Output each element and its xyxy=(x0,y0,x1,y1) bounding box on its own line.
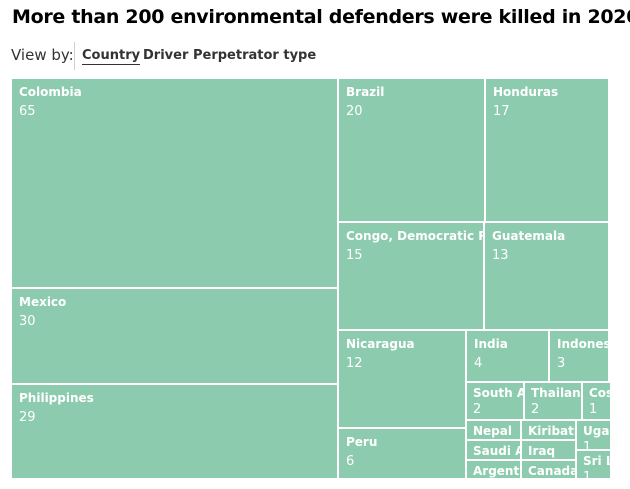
view-by-label: View by: xyxy=(11,46,74,64)
treemap-cell-label: Sri Lanka xyxy=(583,454,610,468)
treemap-cell-thailand[interactable]: Thailand 2 xyxy=(525,383,583,421)
treemap-cell-value: 1 xyxy=(589,402,598,417)
treemap-cell-value: 2 xyxy=(473,402,482,417)
treemap-cell-south-africa[interactable]: South Africa 2 xyxy=(467,383,525,421)
treemap-cell-label: South Africa xyxy=(473,386,523,400)
treemap-cell-brazil[interactable]: Brazil 20 xyxy=(339,79,486,223)
treemap-cell-value: 3 xyxy=(557,356,566,371)
treemap-cell-label: Uganda xyxy=(583,424,610,438)
treemap-cell-guatemala[interactable]: Guatemala 13 xyxy=(485,223,610,331)
treemap-cell-value: 1 xyxy=(583,440,592,451)
treemap-cell-value: 6 xyxy=(346,454,355,469)
treemap-cell-value: 17 xyxy=(493,104,510,119)
treemap-cell-mexico[interactable]: Mexico 30 xyxy=(12,289,339,385)
treemap-cell-nepal[interactable]: Nepal1 xyxy=(467,421,522,441)
treemap-cell-value: 4 xyxy=(474,356,483,371)
treemap-cell-iraq[interactable]: Iraq1 xyxy=(522,441,577,461)
tab-perpetrator-type[interactable]: Perpetrator type xyxy=(193,48,317,63)
treemap-cell-honduras[interactable]: Honduras 17 xyxy=(486,79,610,223)
treemap-cell-label: Guatemala xyxy=(492,229,566,243)
treemap-cell-label: Mexico xyxy=(19,295,67,309)
treemap-cell-label: Colombia xyxy=(19,85,82,99)
treemap-cell-label: Canada xyxy=(528,464,577,478)
treemap-cell-value: 20 xyxy=(346,104,363,119)
chart-title: More than 200 environmental defenders we… xyxy=(12,6,630,28)
treemap-cell-argentina[interactable]: Argentina1 xyxy=(467,461,522,478)
treemap-cell-label: Kiribati xyxy=(528,424,577,438)
treemap-cell-value: 12 xyxy=(346,356,363,371)
view-by-divider xyxy=(74,42,75,70)
treemap-cell-value: 15 xyxy=(346,248,363,263)
treemap-cell-saudi-arabia[interactable]: Saudi Arabia1 xyxy=(467,441,522,461)
treemap-cell-indonesia[interactable]: Indonesia 3 xyxy=(550,331,610,383)
treemap-chart: Colombia 65 Mexico 30 Philippines 29 Brazil 20 H… xyxy=(12,79,610,478)
tab-driver[interactable]: Driver xyxy=(143,48,189,63)
treemap-cell-philippines[interactable]: Philippines 29 xyxy=(12,385,339,478)
treemap-cell-colombia[interactable]: Colombia 65 xyxy=(12,79,339,289)
treemap-cell-label: Nepal xyxy=(473,424,512,438)
treemap-cell-label: Saudi Arabia xyxy=(473,444,520,458)
treemap-cell-label: Philippines xyxy=(19,391,94,405)
treemap-cell-label: Costa Rica xyxy=(589,386,610,400)
treemap-cell-label: Brazil xyxy=(346,85,385,99)
treemap-cell-nicaragua[interactable]: Nicaragua 12 xyxy=(339,331,467,429)
treemap-cell-label: Nicaragua xyxy=(346,337,415,351)
treemap-cell-india[interactable]: India 4 xyxy=(467,331,550,383)
treemap-cell-uganda[interactable]: Uganda 1 xyxy=(577,421,610,451)
treemap-cell-label: Thailand xyxy=(531,386,581,400)
treemap-cell-value: 65 xyxy=(19,104,36,119)
treemap-cell-sri-lanka[interactable]: Sri Lanka 1 xyxy=(577,451,610,478)
treemap-cell-congo-democratic-republic-of-the[interactable]: Congo, Democratic Republic of the 15 xyxy=(339,223,485,331)
treemap-cell-canada[interactable]: Canada1 xyxy=(522,461,577,478)
treemap-cell-value: 13 xyxy=(492,248,509,263)
treemap-cell-label: India xyxy=(474,337,508,351)
treemap-cell-value: 29 xyxy=(19,410,36,425)
treemap-cell-label: Congo, Democratic Republic of the xyxy=(346,229,483,243)
treemap-cell-value: 2 xyxy=(531,402,540,417)
treemap-cell-label: Indonesia xyxy=(557,337,610,351)
treemap-cell-label: Peru xyxy=(346,435,378,449)
treemap-cell-label: Iraq xyxy=(528,444,556,458)
tab-country[interactable]: Country xyxy=(82,48,141,65)
treemap-cell-value: 30 xyxy=(19,314,36,329)
treemap-cell-label: Honduras xyxy=(493,85,559,99)
treemap-cell-costa-rica[interactable]: Costa Rica 1 xyxy=(583,383,610,421)
treemap-cell-value: 1 xyxy=(583,470,592,478)
treemap-cell-kiribati[interactable]: Kiribati1 xyxy=(522,421,577,441)
treemap-cell-label: Argentina xyxy=(473,464,520,478)
treemap-cell-peru[interactable]: Peru 6 xyxy=(339,429,467,478)
